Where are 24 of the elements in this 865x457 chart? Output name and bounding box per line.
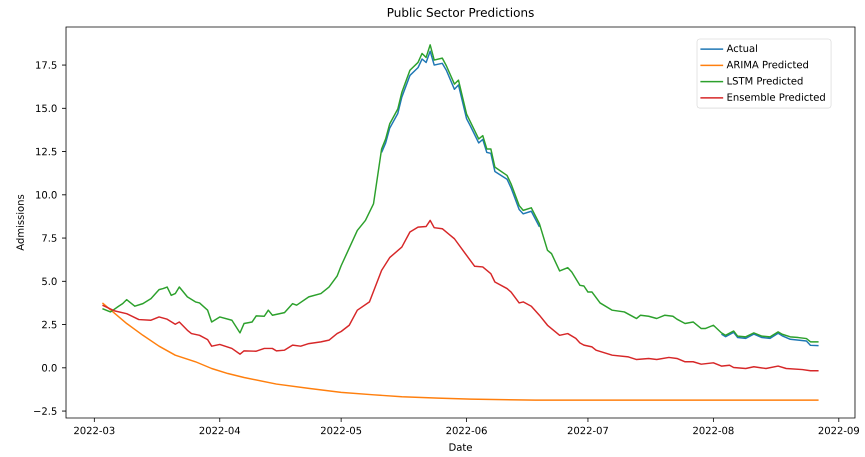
y-tick-label: 7.5: [42, 234, 56, 242]
x-tick-label: 2022-08: [693, 426, 734, 434]
y-tick-label: 5.0: [42, 278, 57, 286]
legend-label: Actual: [726, 44, 757, 52]
x-tick-label: 2022-06: [446, 426, 487, 434]
x-tick-label: 2022-03: [74, 426, 114, 434]
y-tick-label: 12.5: [36, 148, 56, 156]
y-tick-label: 2.5: [42, 320, 56, 328]
x-tick-label: 2022-04: [200, 426, 240, 434]
y-tick-label: 17.5: [36, 61, 56, 69]
legend-label: LSTM Predicted: [728, 76, 802, 85]
y-tick-label: −2.5: [34, 407, 56, 415]
y-axis-title: Admissions: [16, 194, 24, 251]
legend-label: ARIMA Predicted: [726, 60, 808, 68]
legend-label: Ensemble Predicted: [728, 93, 825, 101]
x-tick-label: 2022-05: [320, 426, 362, 434]
x-tick-label: 2022-07: [568, 426, 608, 434]
x-tick-label: 2022-09: [818, 426, 859, 434]
y-tick-label: 10.0: [36, 191, 57, 199]
line-series: [102, 220, 820, 372]
chart-title: Public Sector Predictions: [388, 8, 534, 17]
y-tick-label: 15.0: [36, 104, 57, 112]
x-axis-title: Date: [450, 443, 472, 451]
y-tick-label: 0.0: [42, 364, 57, 372]
